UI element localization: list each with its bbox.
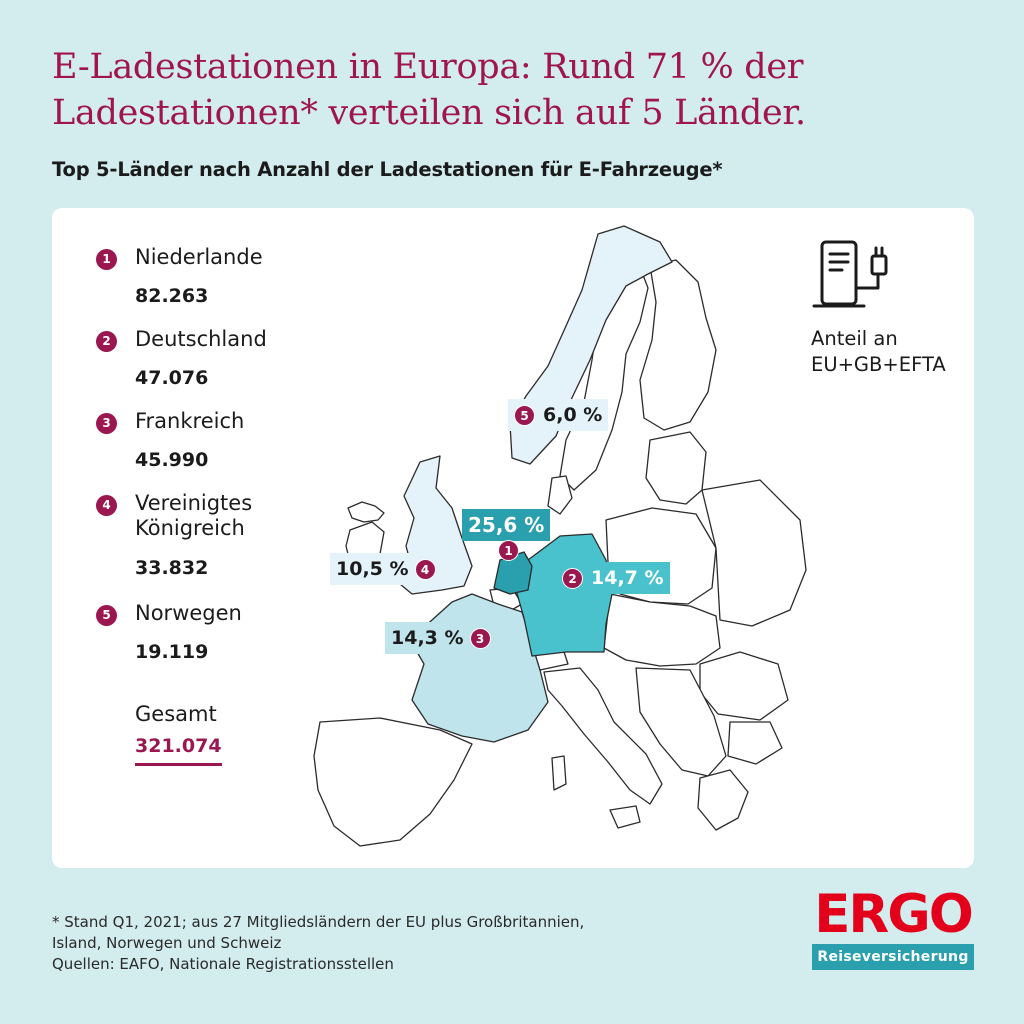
map-baltics — [645, 431, 707, 505]
rank-badge: 5 — [514, 404, 535, 426]
map-sardinia — [551, 755, 567, 791]
map-italy — [543, 667, 663, 805]
logo-tagline: Reiseversicherung — [812, 944, 974, 970]
map-bulgaria — [727, 721, 783, 765]
station-count: 47.076 — [135, 367, 209, 389]
share-label-france: 14,3 % 3 — [385, 622, 497, 654]
map-romania — [699, 651, 789, 721]
share-value: 14,3 % — [391, 627, 464, 649]
country-name: Vereinigtes Königreich — [135, 491, 253, 540]
rank-badge: 5 — [96, 605, 117, 626]
map-iberia — [313, 717, 473, 847]
share-label-uk: 10,5 % 4 — [330, 553, 442, 585]
legend-text: Anteil an EU+GB+EFTA — [811, 327, 946, 376]
map-iceland — [347, 501, 385, 523]
share-label-netherlands: 25,6 % — [462, 509, 551, 541]
rank-badge: 3 — [96, 413, 117, 434]
rank-badge: 4 — [96, 495, 117, 516]
page-subtitle: Top 5-Länder nach Anzahl der Ladestation… — [52, 158, 723, 181]
station-count: 45.990 — [135, 449, 209, 471]
rank-badge: 3 — [469, 627, 491, 649]
europe-map — [313, 225, 807, 847]
charging-station-icon — [812, 240, 888, 308]
map-germany — [515, 533, 613, 657]
map-denmark — [547, 475, 573, 515]
rank-badge: 4 — [414, 558, 436, 580]
rank-badge: 1 — [96, 249, 117, 270]
country-name: Niederlande — [135, 245, 263, 269]
map-central-europe — [603, 593, 721, 667]
station-count: 33.832 — [135, 557, 209, 579]
total-label: Gesamt — [135, 702, 217, 726]
station-count: 82.263 — [135, 285, 209, 307]
map-sweden — [559, 261, 649, 491]
source-line: Quellen: EAFO, Nationale Registrationsst… — [52, 955, 394, 973]
country-name: Frankreich — [135, 409, 245, 433]
rank-badge: 2 — [562, 567, 583, 589]
footnote-line: Island, Norwegen und Schweiz — [52, 934, 282, 952]
share-value: 14,7 % — [591, 567, 664, 589]
map-finland — [639, 259, 717, 431]
page-title: E-Ladestationen in Europa: Rund 71 % der… — [52, 47, 806, 133]
footnote-line: * Stand Q1, 2021; aus 27 Mitgliedsländer… — [52, 913, 585, 931]
share-value: 25,6 % — [468, 513, 545, 537]
total-value: 321.074 — [135, 735, 222, 766]
map-east — [701, 479, 807, 627]
station-count: 19.119 — [135, 641, 209, 663]
rank-badge-netherlands: 1 — [498, 540, 519, 561]
map-netherlands — [493, 551, 533, 595]
country-name: Norwegen — [135, 601, 242, 625]
ergo-logo: ERGO Reiseversicherung — [812, 886, 974, 970]
share-label-germany: 2 14,7 % — [556, 562, 670, 594]
country-name: Deutschland — [135, 327, 267, 351]
share-value: 6,0 % — [543, 404, 603, 426]
share-label-norway: 5 6,0 % — [508, 399, 609, 431]
logo-wordmark: ERGO — [814, 884, 974, 945]
map-greece — [697, 769, 749, 831]
footnote: * Stand Q1, 2021; aus 27 Mitgliedsländer… — [52, 912, 612, 975]
share-value: 10,5 % — [336, 558, 409, 580]
rank-badge: 2 — [96, 331, 117, 352]
map-sicily — [609, 805, 641, 829]
